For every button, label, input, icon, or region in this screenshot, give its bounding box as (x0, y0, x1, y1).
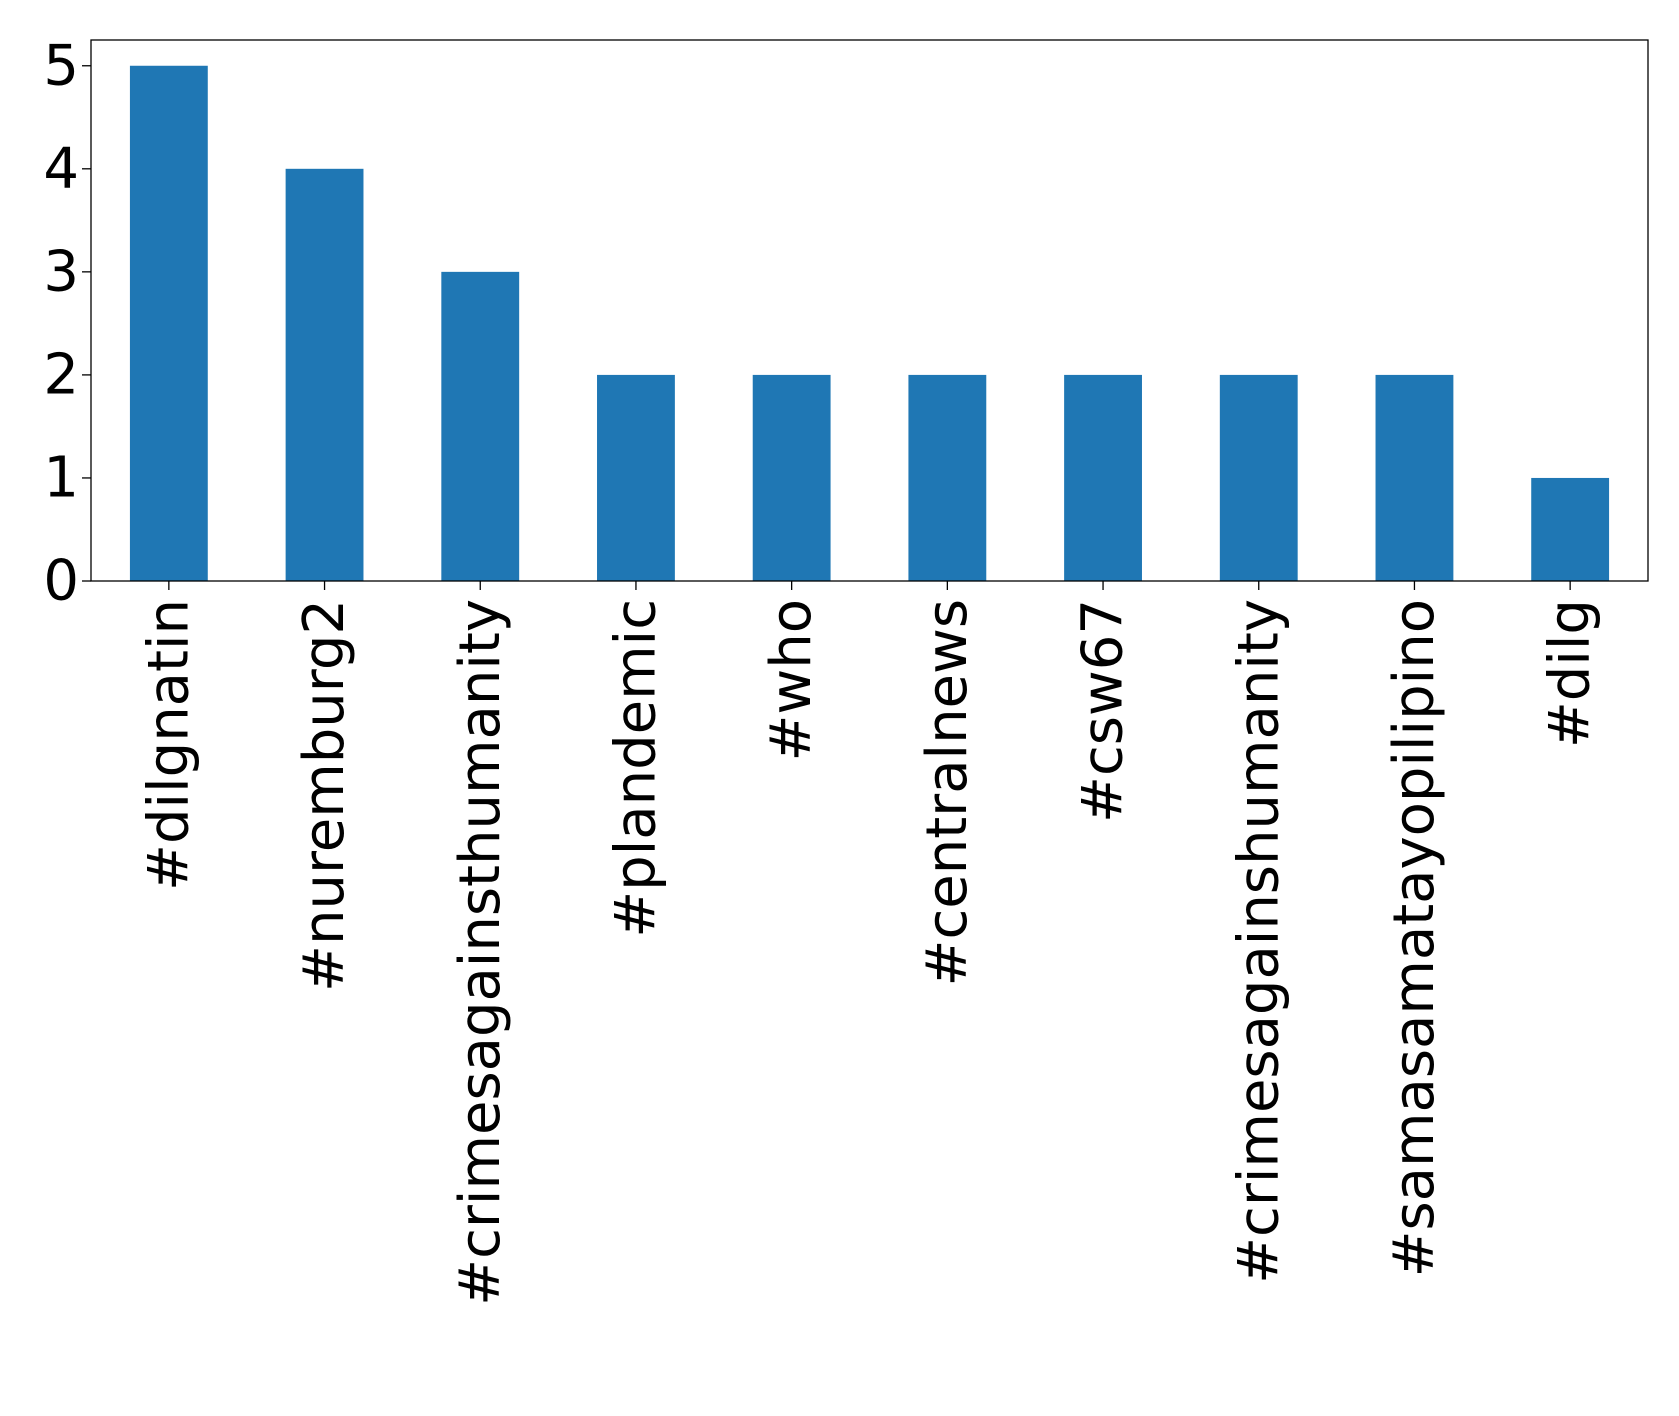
bar-dilg (1531, 477, 1610, 581)
bar-samasamatayopilipino (1375, 374, 1454, 581)
x-tick-label: #crimesagainshumanity (1226, 599, 1291, 1284)
y-tick-label: 0 (43, 549, 79, 614)
bar-who (752, 374, 831, 581)
y-tick-label: 5 (43, 33, 79, 98)
x-tick-label: #dilg (1538, 599, 1603, 748)
y-tick-label: 2 (43, 342, 79, 407)
x-tick-label: #crimesagainsthumanity (448, 599, 513, 1306)
y-tick-label: 1 (43, 445, 79, 510)
x-tick-label: #who (759, 599, 824, 761)
bar-crimesagainshumanity (1219, 374, 1298, 581)
x-axis: #dilgnatin #nuremburg2 #crimesagainsthuman… (136, 581, 1603, 1306)
x-tick-label: #dilgnatin (136, 599, 201, 891)
y-axis: 0 1 2 3 4 5 (43, 33, 91, 614)
y-tick-label: 3 (43, 239, 79, 304)
bar-csw67 (1064, 374, 1142, 581)
x-tick-label: #nuremburg2 (292, 599, 357, 992)
bar-centralnews (908, 374, 987, 581)
x-tick-label: #plandemic (603, 599, 668, 938)
y-tick-label: 4 (43, 136, 79, 201)
x-tick-label: #samasamatayopilipino (1382, 599, 1447, 1277)
bars-layer (129, 65, 1610, 582)
bar-plandemic (597, 374, 675, 581)
x-tick-label: #csw67 (1071, 599, 1136, 823)
bar-crimesagainsthumanity (441, 271, 520, 581)
bar-nuremburg2 (285, 168, 364, 582)
x-tick-label: #centralnews (915, 599, 980, 986)
plot-area-frame (90, 39, 1649, 582)
bar-dilgnatin (129, 65, 208, 581)
